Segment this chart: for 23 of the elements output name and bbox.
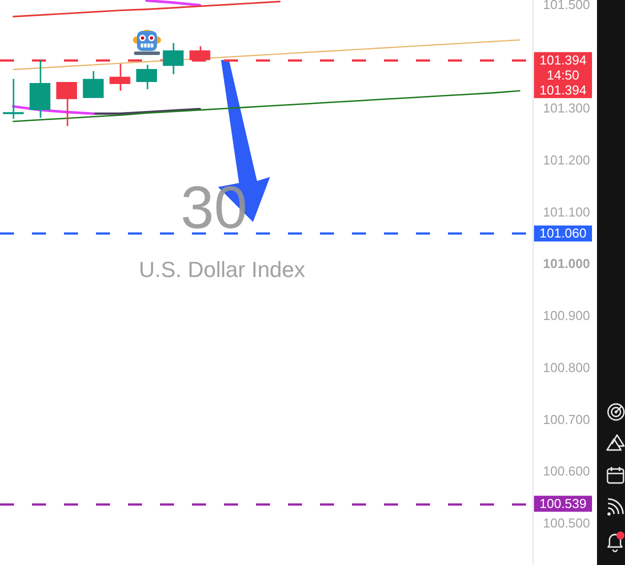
ref-line-label: 101.060 xyxy=(540,226,586,241)
ref-line-label: 101.394 xyxy=(540,52,586,68)
y-tick-label: 100.900 xyxy=(543,308,590,324)
candlestick xyxy=(110,63,130,92)
y-tick-label: 100.500 xyxy=(543,516,590,531)
ref-line-label: 100.539 xyxy=(540,496,586,511)
annotation: 30 xyxy=(180,174,248,241)
text: 14:50 xyxy=(546,67,580,82)
candlestick xyxy=(82,70,104,99)
annotation: U.S. Dollar Index xyxy=(138,257,306,282)
y-tick-label: 101.200 xyxy=(543,152,590,168)
y-tick-label: 101.300 xyxy=(543,100,590,116)
text: 101.394 xyxy=(540,82,586,98)
y-tick-label: 100.600 xyxy=(543,464,590,479)
y-tick-label: 100.700 xyxy=(543,412,590,427)
y-tick-label: 100.800 xyxy=(543,360,590,375)
y-tick-label: 101.100 xyxy=(543,204,590,220)
candlestick xyxy=(162,42,184,75)
candlestick xyxy=(56,81,78,127)
candlestick xyxy=(136,64,157,90)
y-tick-label: 101.500 xyxy=(543,0,590,12)
candlestick xyxy=(30,59,50,119)
y-tick-label: 101.000 xyxy=(543,256,590,272)
